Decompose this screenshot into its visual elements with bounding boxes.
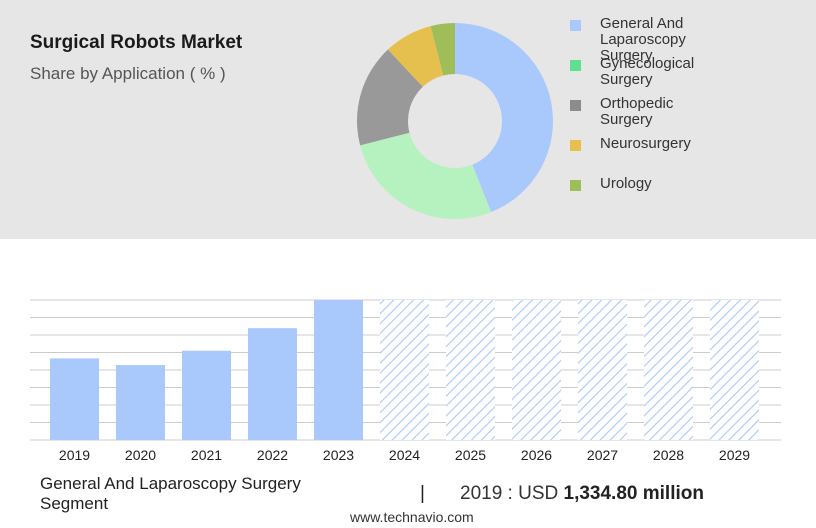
forecast-bar (512, 300, 561, 440)
legend-swatch (570, 100, 581, 111)
x-tick-label: 2026 (521, 447, 552, 463)
x-tick-label: 2028 (653, 447, 684, 463)
source-url: www.technavio.com (350, 509, 474, 525)
forecast-bar (446, 300, 495, 440)
legend-label: General And Laparoscopy Surgery (600, 15, 686, 64)
bar-chart: 2019 2020 2021 2022 2023 2024 2025 2026 2027 2028… (30, 299, 781, 463)
legend-label: Gynecological Surgery (600, 55, 695, 88)
legend-swatch (570, 140, 581, 151)
legend-swatch (570, 60, 581, 71)
segment-name: General And Laparoscopy Surgery Segment (40, 474, 301, 513)
divider: | (420, 483, 425, 504)
stat-label: 2019 : USD (460, 483, 559, 504)
x-tick-label: 2025 (455, 447, 486, 463)
bar (314, 300, 363, 440)
segment-stat: 2019 : USD 1,334.80 million (460, 483, 704, 505)
x-tick-label: 2020 (125, 447, 156, 463)
bar (248, 328, 297, 440)
bar (50, 358, 99, 440)
donut-slice-general-and-laparoscopy-surgery (455, 23, 554, 213)
chart-subtitle: Share by Application ( % ) (30, 64, 226, 83)
x-tick-label: 2021 (191, 447, 222, 463)
legend-label: Neurosurgery (600, 135, 691, 152)
x-tick-label: 2019 (59, 447, 90, 463)
legend-label: Urology (600, 175, 652, 192)
forecast-bar (710, 300, 759, 440)
x-tick-label: 2029 (719, 447, 750, 463)
forecast-bar (644, 300, 693, 440)
x-tick-label: 2027 (587, 447, 618, 463)
bar (116, 365, 165, 440)
forecast-bar (578, 300, 627, 440)
donut-slice-gynecological-surgery (360, 132, 492, 219)
donut-chart (357, 23, 554, 219)
stat-value: 1,334.80 million (563, 483, 704, 504)
forecast-bar (380, 300, 429, 440)
donut-slice-urology (430, 23, 455, 76)
bar (182, 350, 231, 440)
x-tick-label: 2022 (257, 447, 288, 463)
x-tick-label: 2024 (389, 447, 420, 463)
legend-swatch (570, 20, 581, 31)
legend-swatch (570, 180, 581, 191)
chart-title: Surgical Robots Market (30, 32, 243, 53)
donut-slice-orthopedic-surgery (357, 49, 423, 146)
donut-slice-neurosurgery (387, 26, 444, 87)
legend-label: Orthopedic Surgery (600, 95, 674, 128)
x-tick-label: 2023 (323, 447, 354, 463)
